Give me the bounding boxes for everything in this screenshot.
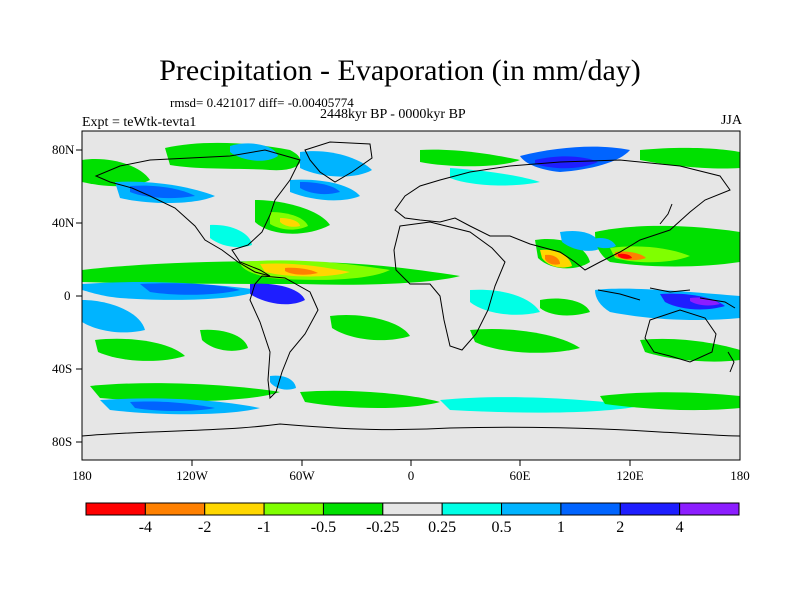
lon-label-0: 0 [407, 468, 415, 483]
colorbar-label: 2 [616, 519, 625, 536]
axis-ticks [76, 149, 631, 466]
field-satl-green [330, 314, 410, 341]
colorbar-label: -1 [257, 519, 271, 536]
coast-greenland [304, 141, 373, 183]
field-drake-blue [270, 375, 296, 390]
field-eastcoast-yellow [280, 218, 300, 227]
colorbar-swatch [382, 502, 443, 516]
field-siberia-darkblue [535, 156, 598, 169]
colorbar-swatch [204, 502, 265, 516]
field-scs-red [618, 253, 632, 259]
field-india-orange [545, 254, 560, 265]
lat-label-0: 0 [64, 288, 71, 303]
field-maritime-purple [690, 297, 720, 306]
colorbar-swatch [619, 502, 681, 516]
field-maritime-blue [595, 288, 740, 320]
field-so-green-c [300, 390, 440, 408]
field-so-darkblue-w [130, 401, 215, 411]
field-amazon-darkblue [250, 283, 305, 305]
experiment-label: Expt = teWtk-tevta1 [82, 115, 197, 130]
page-title: Precipitation - Evaporation (in mm/day) [159, 54, 641, 87]
colorbar-swatch [441, 502, 503, 516]
lon-label-180e: 180 [730, 468, 750, 483]
colorbar-label: 0.25 [428, 519, 457, 536]
colorbar-swatch [322, 502, 384, 516]
colorbar [85, 502, 740, 516]
field-eurasia-green [420, 149, 520, 167]
coast-new-guinea [699, 297, 736, 309]
coast-antarctica [82, 423, 740, 437]
coast-new-zealand [727, 351, 735, 373]
colorbar-swatch [263, 502, 324, 516]
colorbar-swatch [679, 502, 740, 516]
field-so-cyan-e [440, 397, 640, 413]
field-io-green [540, 298, 590, 316]
field-sio-green [470, 328, 580, 353]
lat-label-80n: 80N [52, 142, 75, 157]
lon-label-60w: 60W [289, 468, 315, 483]
field-usa-cyan [210, 224, 252, 248]
colorbar-label: 0.5 [491, 519, 512, 536]
lat-label-80s: 80S [52, 434, 73, 449]
coast-borneo [649, 287, 691, 293]
coastlines [82, 141, 740, 437]
coast-africa [393, 221, 506, 351]
field-tasman-green [640, 338, 740, 362]
field-beringia-green [640, 147, 740, 169]
colorbar-swatch [560, 502, 621, 516]
colorbar-label: 1 [556, 519, 565, 536]
field-spac-green [95, 338, 185, 361]
colorbar-label: -0.5 [310, 519, 337, 536]
field-so-green-w [90, 383, 280, 402]
coast-japan [659, 203, 673, 225]
field-npac-darkblue [130, 185, 195, 199]
coast-north-america [94, 149, 301, 277]
colorbar-label: 4 [675, 519, 684, 536]
lat-label-40n: 40N [52, 215, 75, 230]
coast-south-america [249, 275, 319, 400]
stats-label: rmsd= 0.421017 diff= -0.00405774 [170, 95, 354, 110]
field-eio-cyan [470, 289, 540, 315]
field-alaska-green [82, 159, 150, 187]
coast-eurasia [394, 159, 731, 271]
season-label: JJA [720, 113, 742, 128]
field-china-blue [590, 238, 616, 249]
anomaly-field [82, 142, 740, 415]
colorbar-label: -0.25 [366, 519, 400, 536]
colorbar-label: -2 [198, 519, 212, 536]
field-natl-darkblue [300, 182, 340, 195]
field-sepac-green [200, 329, 248, 351]
period-label: 2448kyr BP - 0000kyr BP [320, 107, 466, 122]
lon-label-120w: 120W [176, 468, 208, 483]
lon-label-180w: 180 [72, 468, 92, 483]
colorbar-swatch [144, 502, 206, 516]
field-spac-blue [82, 300, 145, 333]
coast-australia [644, 309, 717, 363]
lat-label-40s: 40S [52, 361, 73, 376]
field-so-green-e [600, 392, 740, 411]
coast-sumatra [597, 289, 641, 301]
lon-label-120e: 120E [616, 468, 644, 483]
colorbar-swatch [85, 502, 146, 516]
field-tibet-blue [560, 230, 602, 251]
lon-label-60e: 60E [509, 468, 531, 483]
field-itcz-orange [285, 267, 318, 275]
colorbar-swatch [501, 502, 562, 516]
colorbar-label: -4 [138, 519, 153, 536]
field-europe-cyan [450, 168, 540, 186]
field-epac-darkblue [140, 283, 240, 295]
